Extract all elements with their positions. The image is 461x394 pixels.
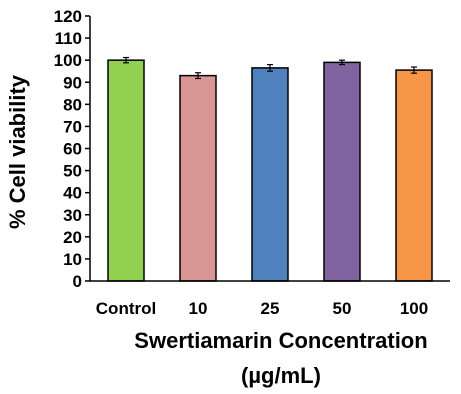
y-tick-label: 80 [63, 95, 82, 114]
bar [251, 67, 289, 282]
bar [107, 59, 145, 282]
y-tick-label: 70 [63, 117, 82, 136]
y-tick-label: 0 [73, 272, 82, 291]
y-tick-label: 10 [63, 250, 82, 269]
x-tick-label: 100 [400, 299, 428, 318]
x-tick-label: 10 [189, 299, 208, 318]
x-tick-label: 25 [261, 299, 280, 318]
bar [395, 69, 433, 282]
x-tick-labels: Control 10 25 50 100 [96, 299, 428, 318]
y-axis-title: % Cell viability [5, 74, 30, 229]
bar [179, 74, 217, 282]
y-tick-label: 90 [63, 73, 82, 92]
y-tick-label: 40 [63, 184, 82, 203]
y-tick-label: 50 [63, 162, 82, 181]
x-axis-title: Swertiamarin Concentration [134, 328, 427, 353]
bars [107, 59, 433, 282]
y-tick-label: 60 [63, 140, 82, 159]
bar [323, 61, 361, 282]
y-tick-label: 100 [54, 51, 82, 70]
y-tick-label: 30 [63, 206, 82, 225]
error-bars [123, 56, 417, 80]
x-tick-label: 50 [333, 299, 352, 318]
y-tick-label: 20 [63, 228, 82, 247]
x-tick-label: Control [96, 299, 156, 318]
x-axis-title-unit: (µg/mL) [241, 363, 321, 388]
y-tick-label: 120 [54, 7, 82, 26]
y-tick-label: 110 [55, 29, 82, 48]
y-axis-ticks: 0 10 20 30 40 50 60 70 80 90 100 110 120 [54, 7, 90, 291]
